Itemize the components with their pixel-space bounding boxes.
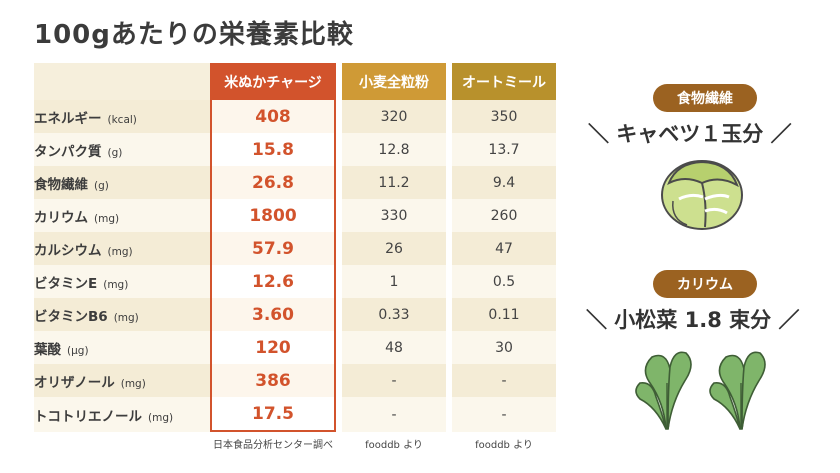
page-title: 100gあたりの栄養素比較 [34, 20, 354, 50]
rice-value: 120 [210, 331, 336, 364]
nutrient-label: カルシウム (mg) [34, 232, 210, 265]
oat-value: 9.4 [452, 166, 556, 199]
table-row: オリザノール (mg) 386- - [34, 364, 556, 397]
nutrient-unit: (kcal) [107, 113, 137, 126]
oat-value: 0.5 [452, 265, 556, 298]
nutrient-label: カリウム (mg) [34, 199, 210, 232]
table-row: エネルギー (kcal) 408 320 350 [34, 100, 556, 133]
nutrient-unit: (μg) [67, 344, 89, 357]
nutrient-name: トコトリエノール [34, 408, 142, 425]
nutrient-label: トコトリエノール (mg) [34, 397, 210, 432]
nutrient-label: 葉酸 (μg) [34, 331, 210, 364]
header-corner [34, 63, 210, 100]
nutrient-name: カルシウム [34, 242, 102, 259]
oat-value: - [452, 364, 556, 397]
source-oat: fooddb より [475, 440, 533, 451]
cabbage-icon [661, 160, 743, 230]
rice-value: 17.5 [210, 397, 336, 432]
potassium-comparison: ＼ 小松菜 1.8 束分 ／ [586, 308, 800, 332]
header-wheat: 小麦全粒粉 [342, 63, 446, 100]
nutrition-table: 米ぬかチャージ 小麦全粒粉 オートミール エネルギー (kcal) 408 320 35… [34, 63, 556, 432]
fiber-pill: 食物繊維 [653, 84, 757, 112]
nutrient-name: タンパク質 [34, 143, 102, 160]
nutrient-unit: (mg) [148, 411, 174, 424]
nutrient-name: エネルギー [34, 110, 102, 127]
rice-value: 1800 [210, 199, 336, 232]
table-row: ビタミンB6 (mg) 3.60 0.33 0.11 [34, 298, 556, 331]
nutrient-name: オリザノール [34, 374, 115, 391]
nutrient-label: ビタミンB6 (mg) [34, 298, 210, 331]
source-wheat: fooddb より [365, 440, 423, 451]
wheat-value: 330 [342, 199, 446, 232]
nutrient-label: ビタミンE (mg) [34, 265, 210, 298]
potassium-pill: カリウム [653, 270, 757, 298]
nutrient-label: オリザノール (mg) [34, 364, 210, 397]
header-rice: 米ぬかチャージ [210, 63, 336, 100]
rice-value: 15.8 [210, 133, 336, 166]
oat-value: 260 [452, 199, 556, 232]
nutrient-name: 葉酸 [34, 341, 61, 358]
table-row: カルシウム (mg) 57.9 26 47 [34, 232, 556, 265]
nutrient-name: ビタミンB6 [34, 308, 108, 325]
rice-value: 57.9 [210, 232, 336, 265]
oat-value: 13.7 [452, 133, 556, 166]
table-row: 食物繊維 (g) 26.8 11.2 9.4 [34, 166, 556, 199]
oat-value: 30 [452, 331, 556, 364]
wheat-value: - [342, 364, 446, 397]
wheat-value: 48 [342, 331, 446, 364]
header-oat: オートミール [452, 63, 556, 100]
oat-value: 47 [452, 232, 556, 265]
oat-value: - [452, 397, 556, 432]
wheat-value: 1 [342, 265, 446, 298]
oat-value: 0.11 [452, 298, 556, 331]
wheat-value: 320 [342, 100, 446, 133]
nutrient-label: 食物繊維 (g) [34, 166, 210, 199]
nutrient-label: エネルギー (kcal) [34, 100, 210, 133]
nutrient-label: タンパク質 (g) [34, 133, 210, 166]
nutrient-unit: (mg) [94, 212, 120, 225]
nutrient-unit: (mg) [120, 377, 146, 390]
rice-value: 26.8 [210, 166, 336, 199]
nutrient-unit: (g) [107, 146, 123, 159]
rice-value: 408 [210, 100, 336, 133]
wheat-value: 0.33 [342, 298, 446, 331]
nutrient-unit: (mg) [103, 278, 129, 291]
table-row: トコトリエノール (mg) 17.5- - [34, 397, 556, 432]
rice-value: 12.6 [210, 265, 336, 298]
table-row: カリウム (mg) 1800 330 260 [34, 199, 556, 232]
nutrient-unit: (g) [94, 179, 109, 192]
oat-value: 350 [452, 100, 556, 133]
wheat-value: 11.2 [342, 166, 446, 199]
fiber-comparison: ＼ キャベツ１玉分 ／ [588, 122, 792, 146]
table-row: ビタミンE (mg) 12.6 1 0.5 [34, 265, 556, 298]
komatsuna-icon [635, 351, 766, 430]
table-row: 葉酸 (μg) 120 48 30 [34, 331, 556, 364]
wheat-value: 26 [342, 232, 446, 265]
nutrient-unit: (mg) [107, 245, 133, 258]
nutrient-name: ビタミンE [34, 275, 98, 292]
table-row: タンパク質 (g) 15.8 12.8 13.7 [34, 133, 556, 166]
source-rice: 日本食品分析センター調べ [213, 440, 333, 451]
wheat-value: 12.8 [342, 133, 446, 166]
rice-value: 3.60 [210, 298, 336, 331]
nutrient-unit: (mg) [113, 311, 139, 324]
nutrient-name: カリウム [34, 209, 88, 226]
wheat-value: - [342, 397, 446, 432]
nutrient-name: 食物繊維 [34, 176, 88, 193]
rice-value: 386 [210, 364, 336, 397]
